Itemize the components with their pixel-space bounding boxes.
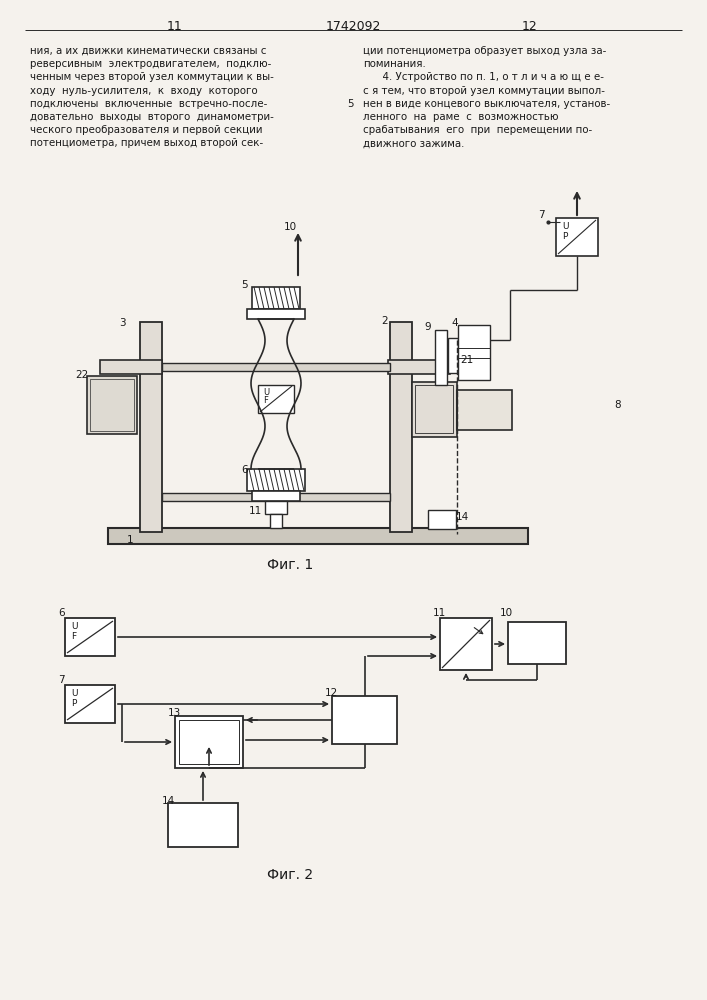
Text: 21: 21: [460, 355, 474, 365]
Text: 10: 10: [500, 608, 513, 618]
Text: срабатывания  его  при  перемещении по-: срабатывания его при перемещении по-: [363, 125, 592, 135]
Text: U: U: [71, 622, 78, 631]
Text: F: F: [263, 396, 268, 405]
Text: довательно  выходы  второго  динамометри-: довательно выходы второго динамометри-: [30, 112, 274, 122]
Text: ции потенциометра образует выход узла за-: ции потенциометра образует выход узла за…: [363, 46, 607, 56]
Text: 6: 6: [58, 608, 64, 618]
Text: 6: 6: [242, 465, 248, 475]
Text: ходу  нуль-усилителя,  к  входу  которого: ходу нуль-усилителя, к входу которого: [30, 86, 257, 96]
Bar: [412, 382, 457, 437]
Bar: [247, 469, 305, 491]
Text: 10: 10: [284, 222, 296, 232]
Text: 3: 3: [119, 318, 125, 328]
Text: F: F: [71, 632, 76, 641]
Text: 7: 7: [538, 210, 544, 220]
Bar: [100, 360, 162, 374]
Bar: [556, 218, 598, 256]
Bar: [168, 803, 238, 847]
Text: 11: 11: [167, 20, 183, 33]
Bar: [252, 287, 300, 309]
Bar: [162, 363, 390, 371]
Text: 5: 5: [242, 280, 248, 290]
Bar: [388, 360, 450, 374]
Text: 7: 7: [58, 675, 64, 685]
Text: 5: 5: [346, 99, 354, 109]
Bar: [390, 322, 412, 532]
Text: ческого преобразователя и первой секции: ческого преобразователя и первой секции: [30, 125, 262, 135]
Bar: [175, 716, 243, 768]
Bar: [270, 514, 282, 528]
Text: 11: 11: [248, 506, 262, 516]
Text: U: U: [71, 689, 78, 698]
Text: Фиг. 1: Фиг. 1: [267, 558, 313, 572]
Bar: [415, 385, 453, 433]
Text: движного зажима.: движного зажима.: [363, 138, 464, 148]
Text: 14: 14: [455, 512, 469, 522]
Text: P: P: [562, 232, 568, 241]
Text: P: P: [71, 699, 76, 708]
Text: 12: 12: [522, 20, 538, 33]
Bar: [108, 528, 528, 544]
Text: потенциометра, причем выход второй сек-: потенциометра, причем выход второй сек-: [30, 138, 263, 148]
Bar: [162, 493, 390, 501]
Text: 9: 9: [425, 322, 431, 332]
Text: подключены  включенные  встречно-после-: подключены включенные встречно-после-: [30, 99, 267, 109]
Bar: [247, 309, 305, 319]
Bar: [65, 685, 115, 723]
Text: 1742092: 1742092: [325, 20, 380, 33]
Text: ния, а их движки кинематически связаны с: ния, а их движки кинематически связаны с: [30, 46, 267, 56]
Text: с я тем, что второй узел коммутации выпол-: с я тем, что второй узел коммутации выпо…: [363, 86, 605, 96]
Bar: [90, 379, 134, 431]
Text: 2: 2: [382, 316, 388, 326]
Bar: [65, 618, 115, 656]
Text: поминания.: поминания.: [363, 59, 426, 69]
Bar: [428, 510, 456, 529]
Text: 11: 11: [433, 608, 446, 618]
Bar: [508, 622, 566, 664]
Text: 12: 12: [325, 688, 338, 698]
Bar: [179, 720, 239, 764]
Text: 4. Устройство по п. 1, о т л и ч а ю щ е е-: 4. Устройство по п. 1, о т л и ч а ю щ е…: [363, 72, 604, 82]
Bar: [87, 376, 137, 434]
Bar: [458, 325, 490, 380]
Text: Фиг. 2: Фиг. 2: [267, 868, 313, 882]
Bar: [265, 501, 287, 514]
Text: 14: 14: [162, 796, 175, 806]
Bar: [457, 390, 512, 430]
Bar: [252, 491, 300, 501]
Text: реверсивным  электродвигателем,  подклю-: реверсивным электродвигателем, подклю-: [30, 59, 271, 69]
Bar: [435, 330, 447, 385]
Bar: [332, 696, 397, 744]
Text: ленного  на  раме  с  возможностью: ленного на раме с возможностью: [363, 112, 559, 122]
Text: 22: 22: [76, 370, 88, 380]
Text: 1: 1: [127, 535, 134, 545]
Bar: [448, 338, 458, 373]
Text: U: U: [562, 222, 568, 231]
Text: ченным через второй узел коммутации к вы-: ченным через второй узел коммутации к вы…: [30, 72, 274, 82]
Bar: [258, 385, 294, 413]
Text: U: U: [263, 388, 269, 397]
Bar: [140, 322, 162, 532]
Text: нен в виде концевого выключателя, установ-: нен в виде концевого выключателя, устано…: [363, 99, 610, 109]
Text: 8: 8: [614, 400, 621, 410]
Text: 4: 4: [452, 318, 458, 328]
Text: 13: 13: [168, 708, 181, 718]
Bar: [440, 618, 492, 670]
